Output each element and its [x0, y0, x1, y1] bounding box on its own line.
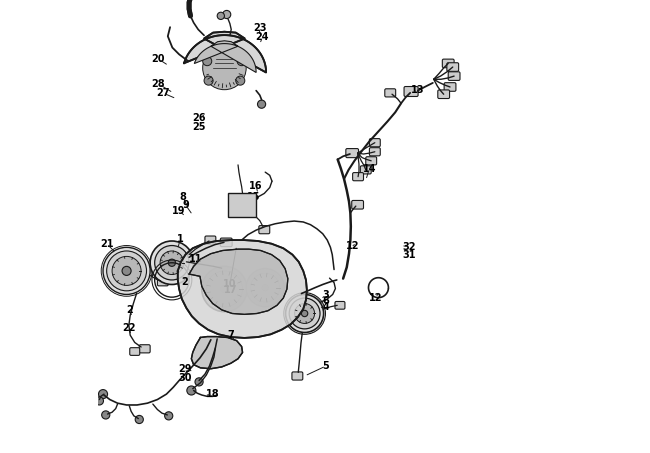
Text: 7: 7: [227, 330, 234, 340]
FancyBboxPatch shape: [352, 200, 363, 209]
Text: 2: 2: [126, 305, 133, 315]
Circle shape: [155, 246, 189, 280]
Circle shape: [203, 46, 246, 90]
FancyBboxPatch shape: [353, 173, 363, 181]
FancyBboxPatch shape: [220, 238, 232, 246]
Text: 14: 14: [363, 164, 376, 173]
Circle shape: [160, 251, 184, 275]
Text: 31: 31: [402, 250, 416, 260]
Text: 1: 1: [177, 234, 183, 244]
Circle shape: [257, 100, 266, 108]
FancyBboxPatch shape: [335, 302, 345, 309]
FancyBboxPatch shape: [385, 89, 396, 97]
Text: 30: 30: [179, 373, 192, 383]
Text: 10: 10: [223, 280, 237, 289]
FancyBboxPatch shape: [292, 372, 303, 380]
Text: 8: 8: [179, 192, 186, 202]
FancyBboxPatch shape: [139, 345, 150, 353]
FancyBboxPatch shape: [366, 157, 376, 165]
Circle shape: [99, 390, 107, 399]
Text: 12: 12: [369, 293, 382, 303]
Circle shape: [103, 247, 150, 294]
Circle shape: [168, 259, 176, 266]
Circle shape: [112, 256, 141, 285]
Circle shape: [237, 57, 246, 66]
Circle shape: [204, 76, 213, 85]
Text: 6: 6: [322, 296, 330, 306]
Text: 23: 23: [253, 23, 266, 33]
FancyBboxPatch shape: [404, 87, 418, 96]
FancyBboxPatch shape: [360, 166, 371, 174]
FancyBboxPatch shape: [443, 59, 454, 67]
Circle shape: [206, 271, 242, 307]
Text: 26: 26: [192, 113, 206, 123]
Polygon shape: [194, 41, 256, 72]
Text: 13: 13: [411, 85, 424, 95]
FancyBboxPatch shape: [130, 348, 140, 355]
Text: 2: 2: [181, 277, 188, 287]
Text: 32: 32: [402, 242, 416, 252]
Text: 11: 11: [188, 254, 202, 264]
Polygon shape: [191, 337, 242, 369]
Polygon shape: [177, 240, 307, 338]
Circle shape: [294, 304, 315, 323]
Polygon shape: [189, 249, 288, 314]
Text: 29: 29: [179, 364, 192, 374]
Circle shape: [195, 378, 203, 386]
Circle shape: [246, 269, 284, 307]
FancyBboxPatch shape: [448, 72, 460, 80]
Circle shape: [302, 310, 308, 317]
Circle shape: [96, 397, 103, 405]
FancyBboxPatch shape: [369, 139, 380, 147]
Text: 28: 28: [151, 79, 165, 89]
Circle shape: [221, 285, 228, 293]
FancyBboxPatch shape: [447, 63, 459, 71]
Text: 17: 17: [224, 285, 237, 295]
Circle shape: [187, 386, 196, 395]
FancyBboxPatch shape: [205, 236, 216, 244]
Circle shape: [217, 12, 224, 19]
Text: 15: 15: [247, 192, 260, 202]
Circle shape: [289, 298, 320, 329]
Text: 21: 21: [100, 239, 113, 249]
Text: 18: 18: [206, 389, 220, 399]
Circle shape: [236, 76, 245, 85]
Circle shape: [101, 411, 110, 419]
Text: 16: 16: [250, 181, 263, 191]
FancyBboxPatch shape: [346, 149, 359, 158]
Circle shape: [202, 266, 247, 312]
Text: 25: 25: [192, 122, 206, 132]
Circle shape: [203, 57, 212, 66]
FancyBboxPatch shape: [157, 278, 168, 286]
Text: 19: 19: [172, 206, 186, 216]
Text: 20: 20: [151, 54, 165, 64]
Circle shape: [150, 241, 194, 284]
FancyBboxPatch shape: [259, 226, 270, 234]
Circle shape: [222, 10, 231, 19]
Text: 22: 22: [123, 323, 136, 333]
Circle shape: [122, 266, 131, 275]
FancyBboxPatch shape: [228, 193, 256, 217]
Circle shape: [164, 412, 173, 420]
FancyBboxPatch shape: [438, 90, 450, 98]
Circle shape: [285, 294, 324, 333]
FancyBboxPatch shape: [369, 148, 380, 156]
Text: 27: 27: [156, 88, 170, 98]
Text: 12: 12: [346, 241, 360, 251]
Text: 5: 5: [322, 361, 330, 371]
Text: 3: 3: [322, 290, 330, 300]
Text: 9: 9: [182, 200, 189, 210]
Text: 24: 24: [255, 32, 269, 42]
Polygon shape: [184, 32, 266, 72]
FancyBboxPatch shape: [444, 82, 456, 91]
Text: 4: 4: [322, 302, 330, 312]
Circle shape: [135, 415, 144, 424]
Circle shape: [262, 284, 268, 291]
Circle shape: [251, 273, 280, 302]
Circle shape: [107, 251, 146, 291]
